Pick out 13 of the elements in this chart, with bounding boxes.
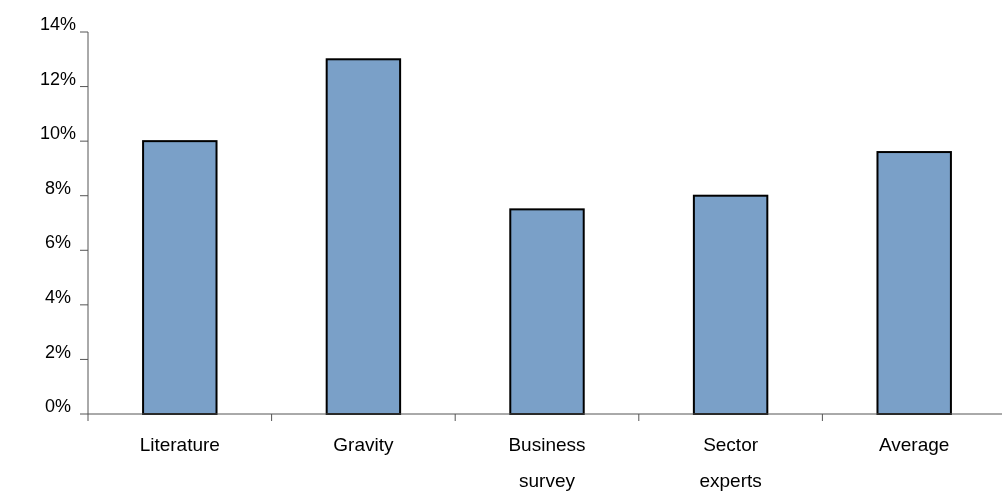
x-tick-label: Business survey	[508, 434, 586, 491]
x-tick-label: Literature	[139, 434, 220, 455]
y-tick-label: 8%	[44, 177, 72, 198]
x-tick-label: Average	[878, 434, 950, 455]
y-tick-label: 14%	[39, 14, 77, 35]
x-tick-label: Gravity	[333, 434, 394, 455]
x-tick-label: Sector experts	[699, 434, 762, 491]
y-tick-label: 4%	[44, 287, 72, 308]
y-tick-label: 12%	[39, 68, 77, 89]
y-tick-label: 6%	[44, 232, 72, 253]
y-tick-label: 10%	[39, 123, 77, 144]
y-tick-label: 0%	[44, 396, 72, 417]
y-tick-label: 2%	[44, 341, 72, 362]
